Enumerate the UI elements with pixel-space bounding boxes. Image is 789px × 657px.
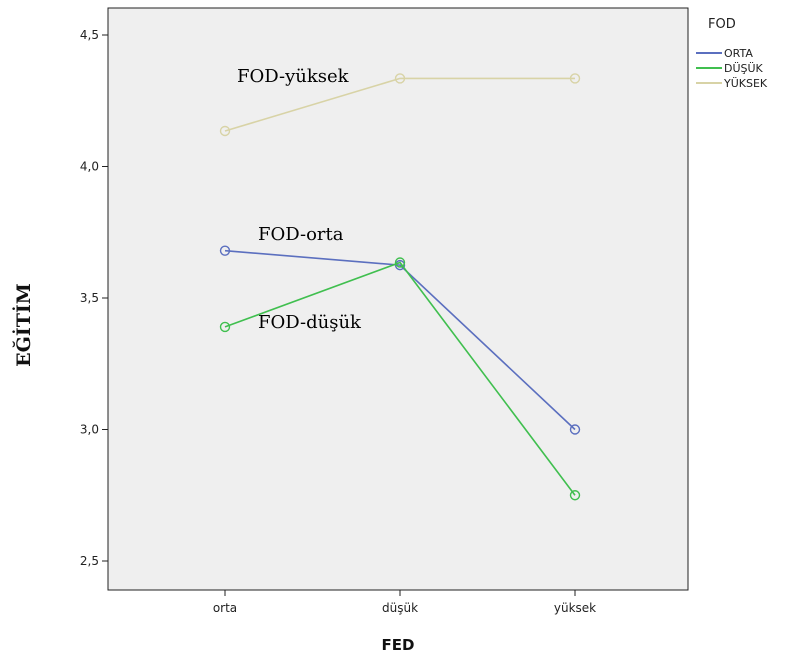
data-point (394, 73, 406, 84)
data-point (569, 73, 581, 84)
legend-label: DÜŞÜK (724, 62, 764, 75)
y-axis: 2,5 3,0 3,5 4,0 4,5 (80, 28, 108, 568)
annotation-fod-yuksek: FOD-yüksek (237, 66, 350, 87)
legend: FOD ORTA DÜŞÜK YÜKSEK (696, 17, 768, 90)
data-point (394, 259, 406, 271)
x-tick-label: yüksek (554, 601, 596, 615)
y-tick-label: 3,5 (80, 291, 99, 305)
series-line (224, 249, 576, 431)
y-axis-title: EĞİTİM (12, 283, 35, 367)
series-y-ksek (219, 73, 581, 137)
x-axis: orta düşük yüksek (213, 590, 596, 615)
series-d-k (219, 257, 581, 501)
legend-item: ORTA (696, 47, 753, 60)
data-point (219, 321, 231, 333)
y-tick-label: 3,0 (80, 423, 99, 437)
series-layer (219, 73, 581, 501)
data-point (569, 424, 581, 435)
series-orta (219, 245, 581, 435)
data-point (219, 125, 231, 137)
legend-label: ORTA (724, 47, 753, 60)
y-tick-label: 2,5 (80, 554, 99, 568)
x-tick-label: düşük (382, 601, 418, 615)
data-point (394, 257, 406, 268)
y-tick-label: 4,5 (80, 28, 99, 42)
x-axis-title: FED (382, 636, 415, 654)
series-line (224, 77, 575, 132)
legend-items: ORTA DÜŞÜK YÜKSEK (696, 47, 768, 90)
legend-label: YÜKSEK (723, 77, 768, 90)
annotation-fod-orta: FOD-orta (258, 224, 344, 245)
data-point (219, 245, 231, 256)
legend-item: YÜKSEK (696, 77, 768, 90)
data-point (569, 490, 581, 501)
legend-title: FOD (708, 17, 736, 32)
x-tick-label: orta (213, 601, 237, 615)
plot-area (107, 7, 689, 591)
series-line (224, 261, 576, 496)
y-tick-label: 4,0 (80, 160, 99, 174)
legend-item: DÜŞÜK (696, 62, 764, 75)
annotation-fod-dusuk: FOD-düşük (258, 312, 362, 333)
